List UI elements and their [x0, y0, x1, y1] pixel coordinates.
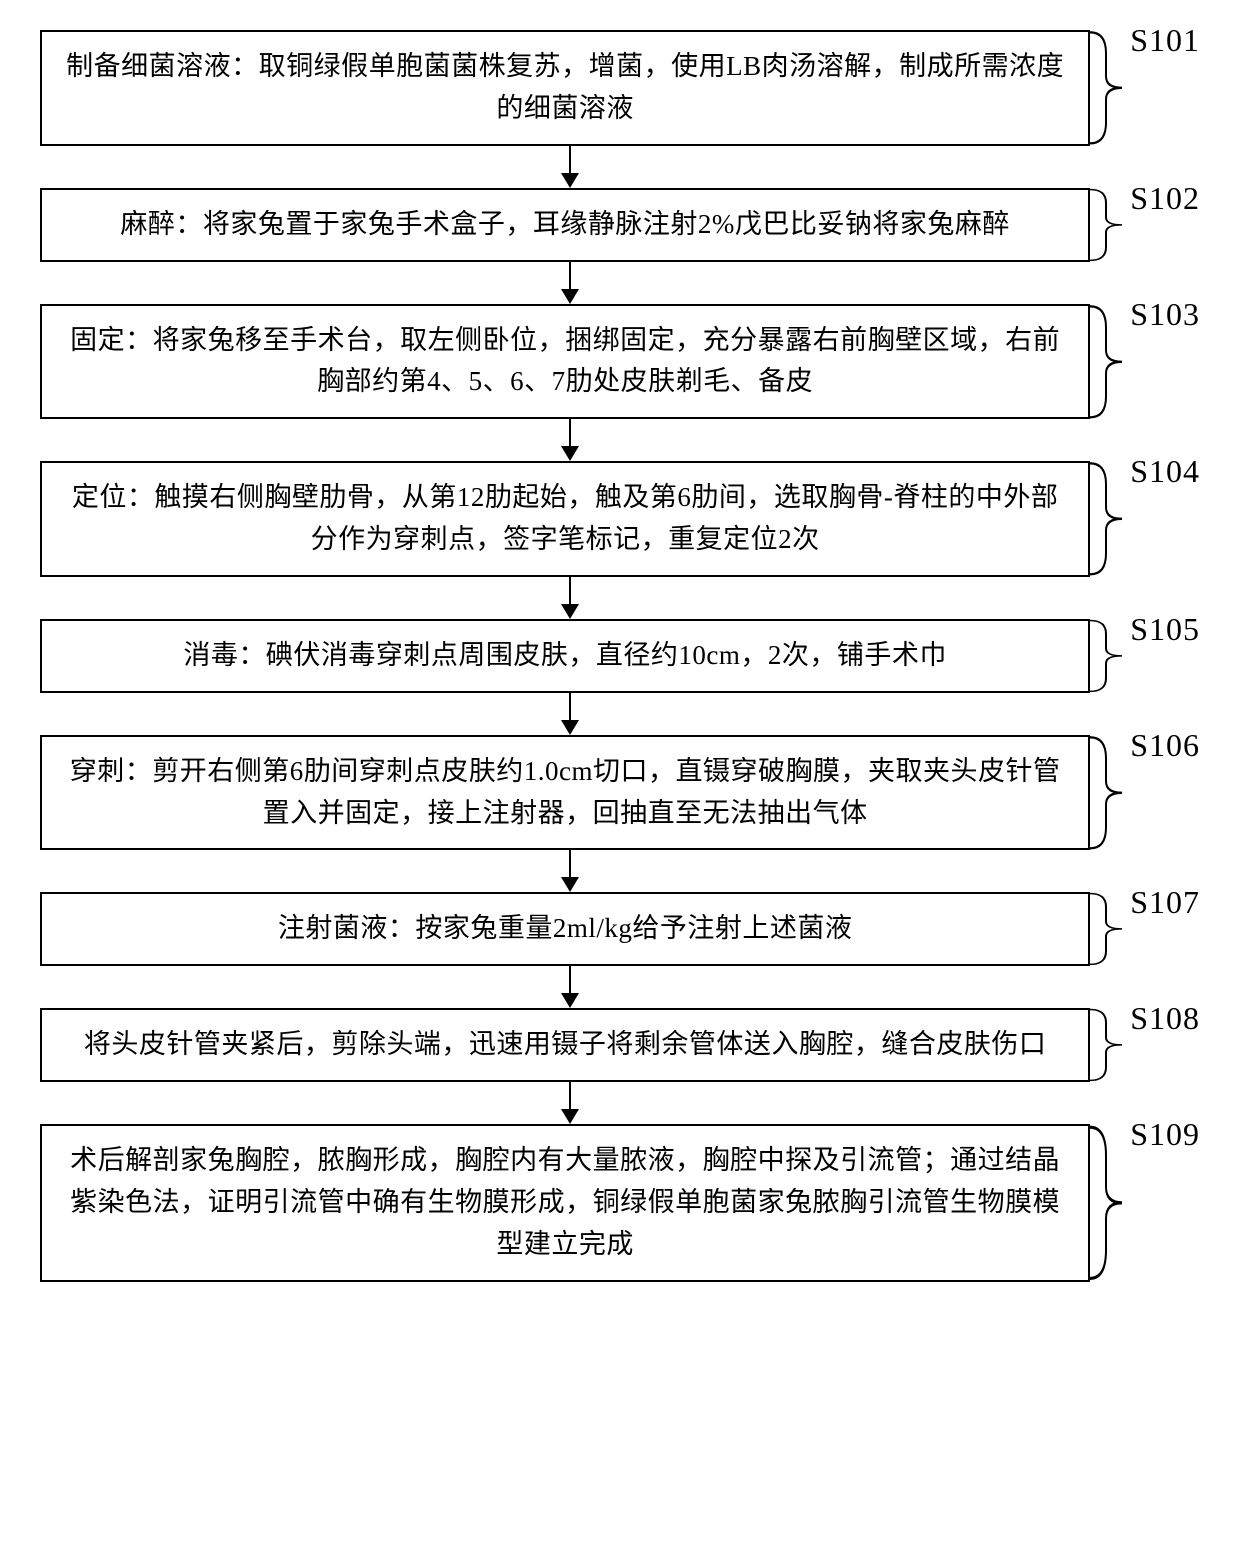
bracket-connector [1090, 461, 1124, 577]
arrow-line [569, 966, 571, 993]
arrow-head [561, 173, 579, 188]
arrow-down-icon [40, 966, 1100, 1008]
arrow-head [561, 720, 579, 735]
step-label: S106 [1130, 727, 1200, 764]
step-box: 消毒：碘伏消毒穿刺点周围皮肤，直径约10cm，2次，铺手术巾 [40, 619, 1090, 693]
step-row: 穿刺：剪开右侧第6肋间穿刺点皮肤约1.0cm切口，直镊穿破胸膜，夹取夹头皮针管置… [40, 735, 1200, 851]
step-label: S102 [1130, 180, 1200, 217]
bracket-connector [1090, 1124, 1124, 1282]
step-box: 麻醉：将家兔置于家兔手术盒子，耳缘静脉注射2%戊巴比妥钠将家兔麻醉 [40, 188, 1090, 262]
arrow-line [569, 850, 571, 877]
step-row: 术后解剖家兔胸腔，脓胸形成，胸腔内有大量脓液，胸腔中探及引流管；通过结晶紫染色法… [40, 1124, 1200, 1282]
step-label: S104 [1130, 453, 1200, 490]
arrow-line [569, 146, 571, 173]
arrow-down-icon [40, 1082, 1100, 1124]
step-label: S105 [1130, 611, 1200, 648]
step-label: S109 [1130, 1116, 1200, 1153]
flowchart-container: 制备细菌溶液：取铜绿假单胞菌菌株复苏，增菌，使用LB肉汤溶解，制成所需浓度的细菌… [40, 30, 1200, 1282]
arrow-line [569, 577, 571, 604]
arrow-line [569, 262, 571, 289]
bracket-connector [1090, 1008, 1124, 1082]
arrow-line [569, 419, 571, 446]
arrow-head [561, 446, 579, 461]
arrow-head [561, 289, 579, 304]
step-label: S108 [1130, 1000, 1200, 1037]
arrow-head [561, 604, 579, 619]
arrow-down-icon [40, 419, 1100, 461]
step-box: 固定：将家兔移至手术台，取左侧卧位，捆绑固定，充分暴露右前胸壁区域，右前胸部约第… [40, 304, 1090, 420]
bracket-connector [1090, 619, 1124, 693]
arrow-head [561, 1109, 579, 1124]
step-row: 将头皮针管夹紧后，剪除头端，迅速用镊子将剩余管体送入胸腔，缝合皮肤伤口 S108 [40, 1008, 1200, 1082]
arrow-line [569, 1082, 571, 1109]
step-row: 制备细菌溶液：取铜绿假单胞菌菌株复苏，增菌，使用LB肉汤溶解，制成所需浓度的细菌… [40, 30, 1200, 146]
bracket-connector [1090, 735, 1124, 851]
arrow-down-icon [40, 146, 1100, 188]
step-box: 将头皮针管夹紧后，剪除头端，迅速用镊子将剩余管体送入胸腔，缝合皮肤伤口 [40, 1008, 1090, 1082]
step-row: 麻醉：将家兔置于家兔手术盒子，耳缘静脉注射2%戊巴比妥钠将家兔麻醉 S102 [40, 188, 1200, 262]
arrow-down-icon [40, 850, 1100, 892]
arrow-line [569, 693, 571, 720]
step-label: S107 [1130, 884, 1200, 921]
arrow-down-icon [40, 693, 1100, 735]
arrow-down-icon [40, 577, 1100, 619]
step-row: 消毒：碘伏消毒穿刺点周围皮肤，直径约10cm，2次，铺手术巾 S105 [40, 619, 1200, 693]
bracket-connector [1090, 30, 1124, 146]
step-row: 固定：将家兔移至手术台，取左侧卧位，捆绑固定，充分暴露右前胸壁区域，右前胸部约第… [40, 304, 1200, 420]
step-box: 术后解剖家兔胸腔，脓胸形成，胸腔内有大量脓液，胸腔中探及引流管；通过结晶紫染色法… [40, 1124, 1090, 1282]
step-row: 注射菌液：按家兔重量2ml/kg给予注射上述菌液 S107 [40, 892, 1200, 966]
step-row: 定位：触摸右侧胸壁肋骨，从第12肋起始，触及第6肋间，选取胸骨-脊柱的中外部分作… [40, 461, 1200, 577]
bracket-connector [1090, 304, 1124, 420]
step-box: 注射菌液：按家兔重量2ml/kg给予注射上述菌液 [40, 892, 1090, 966]
bracket-connector [1090, 892, 1124, 966]
step-box: 制备细菌溶液：取铜绿假单胞菌菌株复苏，增菌，使用LB肉汤溶解，制成所需浓度的细菌… [40, 30, 1090, 146]
arrow-down-icon [40, 262, 1100, 304]
step-label: S101 [1130, 22, 1200, 59]
step-box: 穿刺：剪开右侧第6肋间穿刺点皮肤约1.0cm切口，直镊穿破胸膜，夹取夹头皮针管置… [40, 735, 1090, 851]
step-label: S103 [1130, 296, 1200, 333]
arrow-head [561, 877, 579, 892]
arrow-head [561, 993, 579, 1008]
bracket-connector [1090, 188, 1124, 262]
step-box: 定位：触摸右侧胸壁肋骨，从第12肋起始，触及第6肋间，选取胸骨-脊柱的中外部分作… [40, 461, 1090, 577]
